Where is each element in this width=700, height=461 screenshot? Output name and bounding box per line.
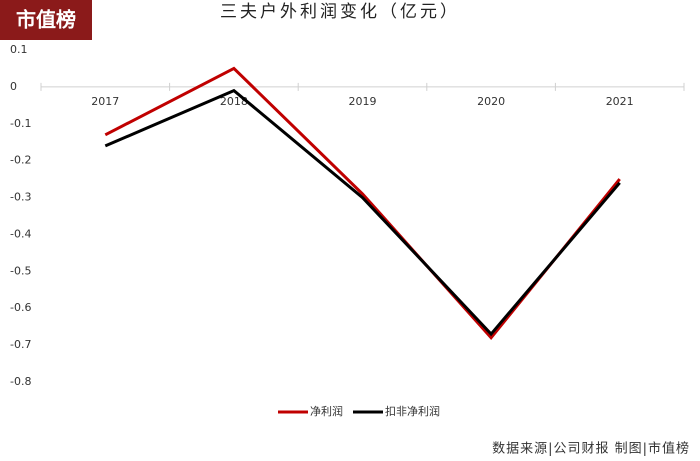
logo-box	[0, 0, 92, 40]
x-tick-label: 2017	[91, 95, 119, 108]
y-tick-label: -0.4	[10, 227, 31, 240]
x-tick-label: 2021	[606, 95, 634, 108]
series-line	[104, 88, 621, 337]
y-tick-label: 0.1	[10, 43, 28, 56]
legend-label: 净利润	[310, 404, 343, 418]
y-tick-label: -0.7	[10, 338, 31, 351]
x-tick-label: 2019	[349, 95, 377, 108]
legend-label: 扣非净利润	[385, 404, 440, 418]
y-tick-label: 0	[10, 80, 17, 93]
chart-title: 三夫户外利润变化（亿元）	[220, 2, 460, 22]
logo: 市值榜	[16, 8, 76, 32]
source-note: 数据来源|公司财报 制图|市值榜	[492, 441, 690, 457]
y-tick-label: -0.3	[10, 191, 31, 204]
y-tick-label: -0.6	[10, 301, 31, 314]
x-tick-label: 2020	[477, 95, 505, 108]
y-tick-label: -0.8	[10, 375, 31, 388]
y-tick-label: -0.2	[10, 154, 31, 167]
y-tick-label: -0.5	[10, 264, 31, 277]
y-tick-label: -0.1	[10, 117, 31, 130]
series-line	[104, 66, 621, 341]
